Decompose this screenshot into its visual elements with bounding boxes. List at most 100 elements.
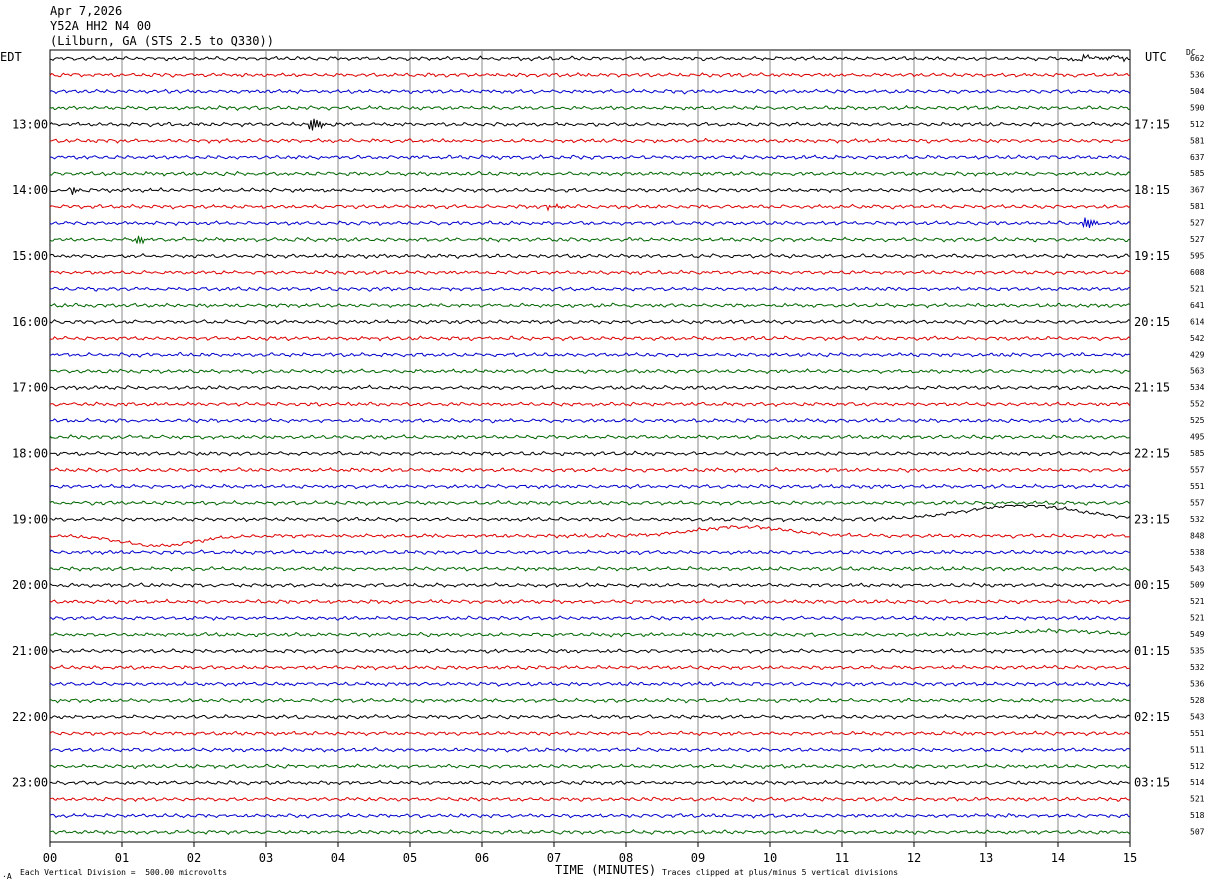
station-location: (Lilburn, GA (STS 2.5 to Q330)) [50, 34, 274, 48]
dc-offset-value: 536 [1190, 70, 1205, 79]
seismic-trace [49, 170, 1131, 177]
dc-offset-value: 527 [1190, 235, 1205, 244]
seismic-trace [49, 747, 1131, 753]
right-hour-label: 22:15 [1134, 447, 1170, 461]
seismic-trace [49, 235, 1131, 245]
seismic-trace [49, 499, 1131, 507]
station-code: Y52A HH2 N4 00 [50, 19, 152, 33]
dc-offset-value: 532 [1190, 663, 1205, 672]
seismic-trace [49, 269, 1131, 276]
dc-offset-value: 608 [1190, 268, 1205, 277]
x-tick-label: 12 [907, 851, 921, 865]
dc-offset-value: 495 [1190, 433, 1205, 442]
seismic-trace [49, 286, 1131, 292]
dc-offset-value: 557 [1190, 466, 1205, 475]
left-hour-label: 21:00 [12, 644, 48, 658]
dc-offset-value: 614 [1190, 317, 1205, 326]
seismic-trace [49, 713, 1131, 720]
seismic-trace [49, 351, 1131, 358]
seismic-trace [49, 72, 1131, 78]
x-tick-label: 15 [1123, 851, 1137, 865]
vertical-scale-note: Each Vertical Division = 500.00 microvol… [20, 868, 228, 877]
right-hour-label: 02:15 [1134, 710, 1170, 724]
dc-offset-value: 637 [1190, 153, 1205, 162]
left-hour-label: 18:00 [12, 447, 48, 461]
x-tick-label: 11 [835, 851, 849, 865]
seismic-trace [49, 401, 1131, 408]
x-tick-label: 09 [691, 851, 705, 865]
dc-offset-value: 528 [1190, 696, 1205, 705]
dc-offset-value: 504 [1190, 87, 1205, 96]
seismic-trace [49, 829, 1131, 836]
dc-offset-value: 429 [1190, 350, 1205, 359]
dc-offset-value: 595 [1190, 252, 1205, 261]
seismic-trace [49, 525, 1131, 548]
left-hour-label: 14:00 [12, 183, 48, 197]
x-axis-title: TIME (MINUTES) [555, 863, 657, 877]
seismic-trace [49, 664, 1131, 671]
left-hour-label: 22:00 [12, 710, 48, 724]
left-hour-label: 19:00 [12, 512, 48, 526]
dc-offset-value: 507 [1190, 828, 1205, 837]
corner-mark: ·A [2, 872, 12, 881]
dc-offset-value: 549 [1190, 630, 1205, 639]
seismic-trace [49, 187, 1131, 195]
dc-offset-value: 521 [1190, 284, 1205, 293]
seismic-trace [49, 53, 1131, 63]
seismic-trace [49, 565, 1131, 572]
clipping-note: Traces clipped at plus/minus 5 vertical … [662, 868, 899, 877]
dc-offset-value: 535 [1190, 647, 1205, 656]
dc-offset-value: 536 [1190, 679, 1205, 688]
seismic-trace [49, 504, 1131, 523]
dc-offset-value: 552 [1190, 400, 1205, 409]
seismic-trace [49, 598, 1131, 605]
seismic-trace [49, 302, 1131, 309]
dc-offset-value: 534 [1190, 383, 1205, 392]
seismic-trace [49, 812, 1131, 819]
seismic-trace [49, 779, 1131, 786]
x-tick-label: 02 [187, 851, 201, 865]
x-tick-label: 06 [475, 851, 489, 865]
x-tick-label: 10 [763, 851, 777, 865]
dc-offset-value: 581 [1190, 136, 1205, 145]
dc-offset-value: 662 [1190, 54, 1205, 63]
x-tick-label: 13 [979, 851, 993, 865]
right-hour-label: 19:15 [1134, 249, 1170, 263]
seismic-trace [49, 730, 1131, 737]
seismic-trace [49, 763, 1131, 770]
dc-offset-value: 538 [1190, 548, 1205, 557]
dc-offset-value: 543 [1190, 564, 1205, 573]
seismic-trace [49, 483, 1131, 490]
dc-offset-value: 563 [1190, 367, 1205, 376]
seismic-trace [49, 648, 1131, 654]
dc-offset-value: 543 [1190, 712, 1205, 721]
dc-offset-header: DC [1186, 48, 1196, 57]
dc-offset-value: 518 [1190, 811, 1205, 820]
right-hour-label: 21:15 [1134, 381, 1170, 395]
seismic-trace [49, 384, 1131, 391]
left-hour-label: 13:00 [12, 117, 48, 131]
dc-offset-value: 641 [1190, 301, 1205, 310]
seismic-trace [49, 88, 1131, 95]
x-tick-label: 00 [43, 851, 57, 865]
seismic-trace [49, 434, 1131, 440]
seismic-trace [49, 118, 1131, 131]
dc-offset-value: 521 [1190, 795, 1205, 804]
left-hour-label: 20:00 [12, 578, 48, 592]
seismic-trace [49, 681, 1131, 687]
x-tick-label: 05 [403, 851, 417, 865]
left-hour-label: 15:00 [12, 249, 48, 263]
dc-offset-value: 521 [1190, 597, 1205, 606]
seismic-trace [49, 466, 1131, 473]
x-tick-label: 14 [1051, 851, 1065, 865]
left-hour-label: 16:00 [12, 315, 48, 329]
dc-offset-value: 514 [1190, 778, 1205, 787]
right-hour-label: 01:15 [1134, 644, 1170, 658]
right-hour-label: 17:15 [1134, 117, 1170, 131]
right-hour-label: 23:15 [1134, 512, 1170, 526]
dc-offset-value: 551 [1190, 729, 1205, 738]
seismic-trace [49, 368, 1131, 375]
seismic-trace [49, 335, 1131, 342]
left-timezone-label: EDT [0, 50, 22, 64]
